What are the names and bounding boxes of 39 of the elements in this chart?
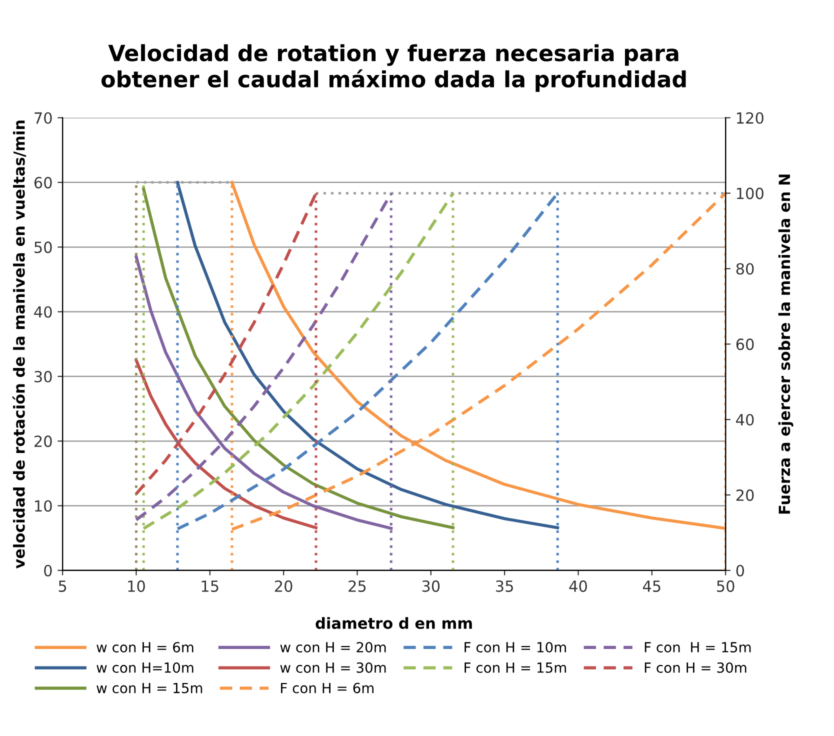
y-tick-label: 10	[35, 500, 52, 512]
x-tick-label: 10	[128, 580, 145, 592]
x-tick-label: 50	[717, 580, 734, 592]
x-axis-title: diametro d en mm	[316, 617, 472, 629]
y2-tick-label: 20	[736, 489, 754, 501]
y-tick-label: 60	[34, 176, 52, 188]
y-tick-label: 0	[44, 564, 52, 576]
legend-label: w con H=10m	[96, 662, 194, 673]
legend-label: w con H = 6m	[96, 642, 194, 652]
x-tick-label: 20	[274, 580, 292, 592]
x-tick-label: 15	[202, 580, 218, 592]
y2-tick-label: 60	[736, 338, 754, 350]
x-tick-label: 25	[348, 580, 366, 592]
y-tick-label: 20	[34, 436, 52, 448]
y2-tick-label: 80	[736, 263, 754, 275]
y-tick-label: 70	[34, 112, 52, 124]
y2-axis-title: Fuerza a ejercer sobre la manivela en N	[778, 174, 794, 514]
y-tick-label: 40	[34, 306, 52, 318]
x-tick-label: 30	[422, 580, 440, 592]
chart-title: Velocidad de rotation y fuerza necesaria para obtener el caudal máximo dada la profundidad	[101, 44, 686, 92]
legend-label: F con H = 6m	[281, 682, 374, 694]
x-tick-label: 40	[569, 580, 587, 592]
x-tick-label: 45	[642, 580, 660, 592]
y2-tick-label: 100	[736, 188, 764, 200]
legend-label: w con H = 15m	[96, 682, 202, 694]
y-tick-label: 30	[34, 370, 52, 382]
y2-tick-label: 0	[736, 564, 744, 576]
legend-label: F con H = 15m	[644, 642, 751, 652]
y2-tick-label: 40	[736, 414, 754, 426]
legend-label: w con H = 30m	[280, 662, 386, 673]
legend-label: w con H = 20m	[280, 642, 386, 652]
legend-label: F con H = 15m	[464, 662, 566, 673]
y-tick-label: 50	[34, 242, 52, 254]
x-tick-label: 35	[496, 580, 513, 592]
legend-label: F con H = 30m	[644, 662, 746, 673]
legend-label: F con H = 10m	[464, 642, 566, 652]
y2-tick-label: 120	[736, 112, 764, 124]
y-axis-title: velocidad de rotación de la manivela en vueltas/min	[12, 120, 26, 569]
x-tick-label: 5	[58, 580, 66, 592]
